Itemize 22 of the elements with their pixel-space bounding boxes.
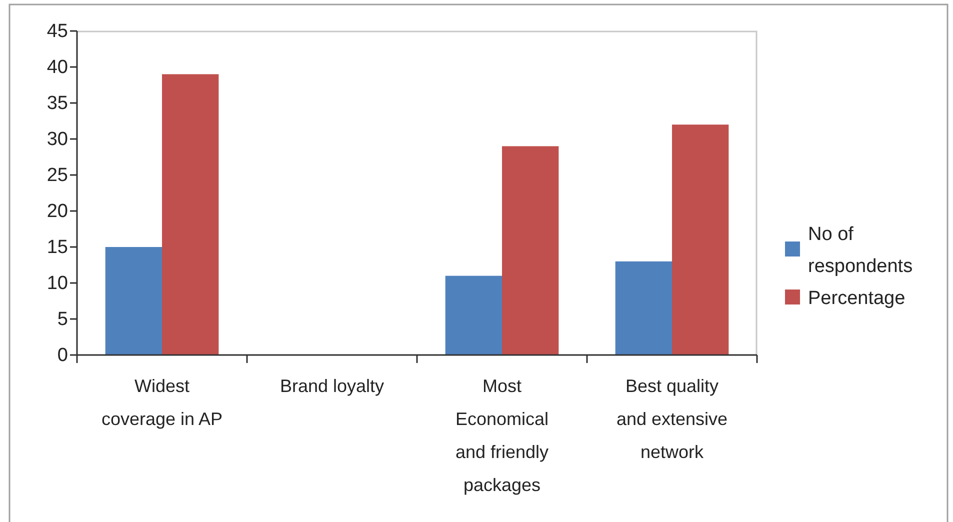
- bar: [162, 74, 219, 355]
- y-tick-label: 45: [46, 21, 68, 42]
- y-tick-label: 40: [46, 57, 68, 78]
- x-tick-label: Most Economical and friendly packages: [455, 376, 549, 495]
- y-tick-label: 25: [46, 165, 68, 186]
- y-tick-label: 5: [57, 309, 68, 330]
- y-tick-label: 20: [46, 201, 68, 222]
- bar: [105, 247, 162, 355]
- bar: [615, 261, 672, 355]
- y-tick-label: 35: [46, 93, 68, 114]
- legend-label: Percentage: [808, 288, 906, 309]
- bar: [502, 146, 559, 355]
- x-tick-label: Brand loyalty: [280, 376, 384, 396]
- bar: [672, 124, 729, 355]
- y-tick-label: 30: [46, 129, 68, 150]
- y-tick-label: 15: [46, 237, 68, 258]
- legend-label: No of respondents: [808, 224, 913, 277]
- x-tick-label: Best quality and extensive network: [616, 376, 728, 462]
- x-tick-label: Widest coverage in AP: [101, 376, 223, 429]
- bar: [445, 276, 502, 355]
- y-tick-label: 0: [57, 345, 68, 366]
- y-tick-label: 10: [46, 273, 68, 294]
